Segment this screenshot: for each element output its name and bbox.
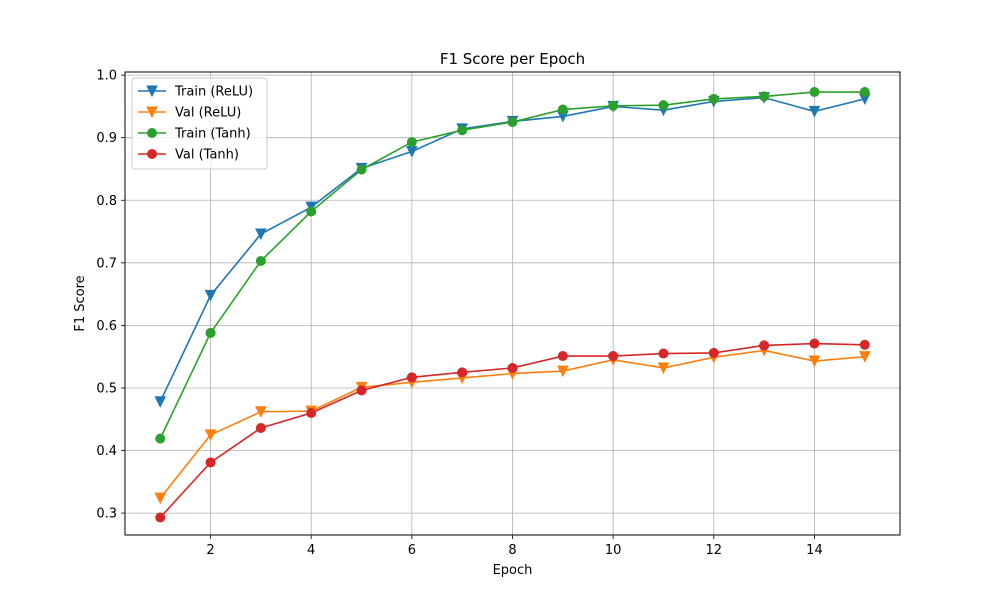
legend-box <box>131 77 268 170</box>
data-point <box>356 385 367 396</box>
x-tick-label: 4 <box>307 543 315 558</box>
x-axis-title: Epoch <box>493 563 533 578</box>
data-point <box>557 365 569 378</box>
data-point <box>306 407 317 418</box>
data-point <box>306 206 317 217</box>
data-point <box>457 125 468 136</box>
data-point <box>658 348 669 359</box>
data-point <box>205 327 216 338</box>
data-point <box>255 406 267 418</box>
legend-marker <box>146 106 158 119</box>
legend-marker <box>146 85 158 98</box>
data-point <box>809 87 820 98</box>
data-point <box>608 351 619 362</box>
x-tick-label: 8 <box>508 543 516 558</box>
data-point <box>507 362 518 373</box>
legend-item: Train (Tanh) <box>138 127 251 142</box>
legend-item: Train (ReLU) <box>138 85 253 100</box>
y-tick-label: 1.0 <box>96 69 117 84</box>
y-tick-label: 0.5 <box>96 381 117 396</box>
data-point <box>759 91 770 102</box>
chart-title: F1 Score per Epoch <box>440 50 585 68</box>
legend-label: Train (Tanh) <box>174 127 251 142</box>
data-point <box>658 100 669 111</box>
data-point <box>808 355 821 368</box>
data-point <box>155 512 166 523</box>
legend-label: Val (ReLU) <box>175 106 241 121</box>
series-layer <box>154 87 871 523</box>
x-tick-label: 2 <box>206 543 214 558</box>
data-point <box>859 87 870 98</box>
y-tick-label: 0.4 <box>96 444 117 459</box>
data-point <box>154 396 167 408</box>
data-point <box>808 105 821 118</box>
data-point <box>255 423 266 434</box>
legend-item: Val (ReLU) <box>138 106 241 121</box>
data-point <box>406 137 417 148</box>
x-tick-label: 14 <box>806 543 823 558</box>
x-tick-label: 12 <box>706 543 723 558</box>
legend-label: Train (ReLU) <box>174 85 253 100</box>
data-point <box>657 362 670 375</box>
legend: Train (ReLU) Val (ReLU) Train (Tanh) Val (T… <box>131 77 268 170</box>
data-point <box>608 100 619 111</box>
y-axis-title: F1 Score <box>73 275 88 331</box>
data-point <box>858 351 871 363</box>
data-point <box>204 289 217 302</box>
series-3 <box>155 338 870 523</box>
data-point <box>457 367 468 378</box>
legend-item: Val (Tanh) <box>138 148 239 163</box>
data-point <box>859 339 870 350</box>
data-point <box>205 457 216 468</box>
series-2 <box>155 87 870 444</box>
data-point <box>154 492 167 505</box>
y-tick-label: 0.8 <box>96 194 117 209</box>
y-tick-label: 0.6 <box>96 319 117 334</box>
data-point <box>557 351 568 362</box>
data-point <box>759 340 770 351</box>
x-tick-label: 6 <box>408 543 416 558</box>
data-point <box>809 338 820 349</box>
data-point <box>708 347 719 358</box>
legend-label: Val (Tanh) <box>175 148 239 163</box>
legend-marker <box>147 149 157 159</box>
data-point <box>255 255 266 266</box>
data-point <box>406 372 417 383</box>
data-point <box>255 228 267 241</box>
ticks: 2 4 6 8 10 12 14 0.3 0.4 0.5 0.6 0.7 0.8 0.9 1.0 <box>96 69 822 558</box>
data-point <box>557 104 568 115</box>
data-point <box>708 93 719 104</box>
data-point <box>204 429 217 442</box>
y-tick-label: 0.7 <box>96 256 117 271</box>
data-point <box>356 164 367 175</box>
y-tick-label: 0.3 <box>96 507 117 522</box>
data-point <box>155 433 166 444</box>
y-tick-label: 0.9 <box>96 131 117 146</box>
legend-marker <box>147 128 157 138</box>
data-point <box>507 117 518 128</box>
x-tick-label: 10 <box>605 543 622 558</box>
